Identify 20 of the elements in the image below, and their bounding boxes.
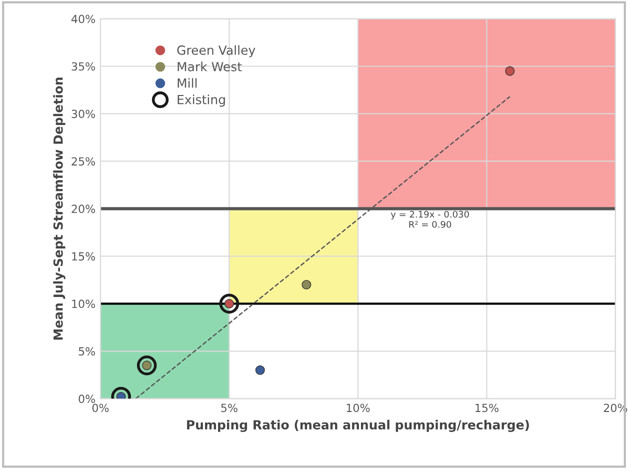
y-tick-label: 25% bbox=[72, 157, 96, 166]
legend-label: Existing bbox=[178, 94, 225, 107]
y-axis-title: Mean July-Sept Streamflow Depletion bbox=[53, 78, 66, 340]
x-tick-label: 5% bbox=[221, 404, 238, 412]
legend-label: Mark West bbox=[178, 62, 242, 72]
y-tick-label: 10% bbox=[72, 300, 96, 308]
legend-label: Mill bbox=[178, 78, 197, 88]
x-axis-title: Pumping Ratio (mean annual pumping/recharge) bbox=[187, 420, 529, 432]
y-tick-label: 20% bbox=[72, 204, 96, 214]
x-tick-label: 15% bbox=[476, 404, 498, 412]
x-tick-label: 10% bbox=[346, 404, 370, 412]
y-tick-label: 15% bbox=[72, 252, 96, 261]
y-tick-label: 35% bbox=[72, 62, 96, 71]
y-tick-label: 40% bbox=[71, 14, 96, 24]
y-tick-label: 30% bbox=[72, 110, 96, 118]
x-tick-label: 0% bbox=[92, 404, 109, 412]
legend-label: Green Valley bbox=[177, 45, 256, 58]
y-tick-label: 5% bbox=[78, 347, 96, 356]
y-tick-label: 0% bbox=[78, 394, 96, 404]
annotation: y = 2.19x - 0.030 R² = 0.90 bbox=[390, 210, 469, 228]
